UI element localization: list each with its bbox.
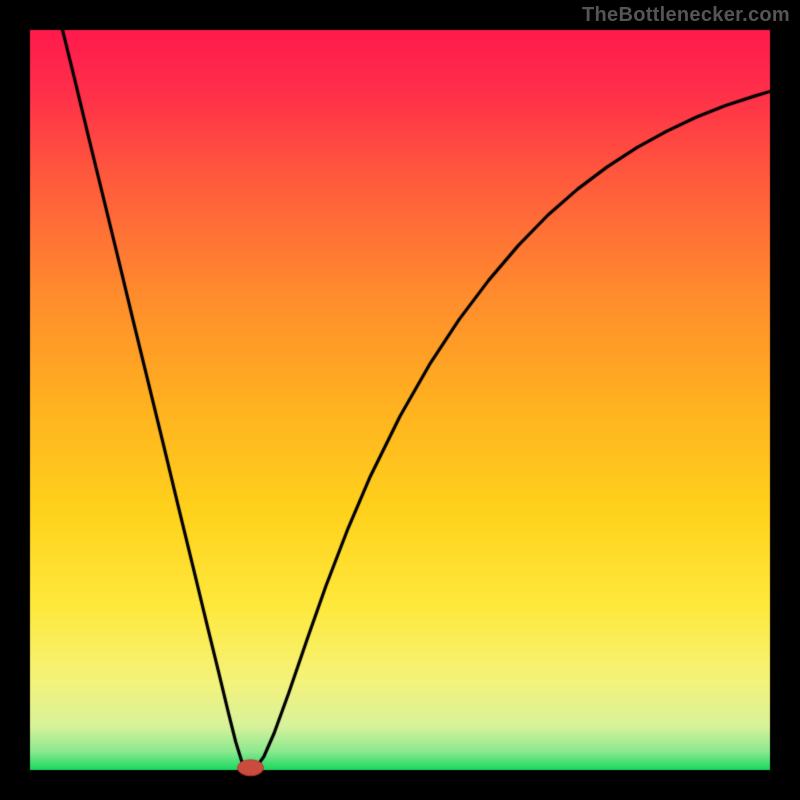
plot-container: TheBottlenecker.com <box>0 0 800 800</box>
bottleneck-heatmap-canvas <box>0 0 800 800</box>
watermark-text: TheBottlenecker.com <box>582 4 790 27</box>
